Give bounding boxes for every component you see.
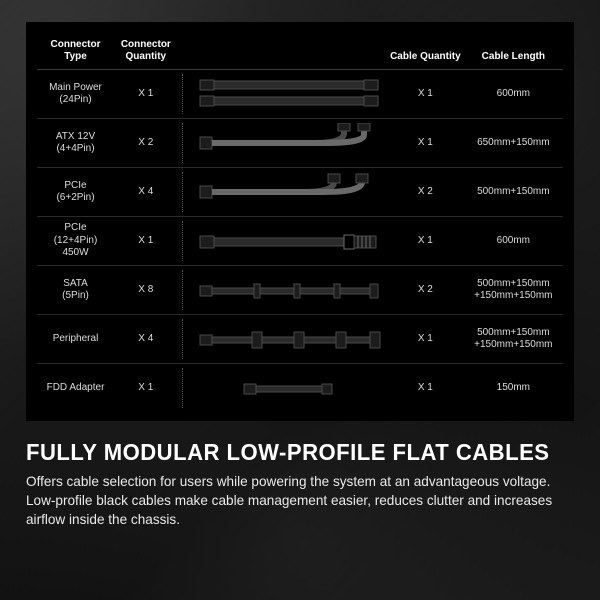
cell-connector-type: ATX 12V(4+4Pin): [37, 119, 114, 168]
cell-cable-length: 600mm: [464, 217, 563, 266]
cable-spec-table-panel: Connector Type ConnectorQuantity Cable Q…: [26, 22, 574, 421]
cell-connector-type: FDD Adapter: [37, 364, 114, 413]
cell-connector-type: Peripheral: [37, 315, 114, 364]
table-row: PCIe(6+2Pin) X 4 X 2 500mm+150mm: [37, 168, 563, 217]
cell-cable-graphic: [178, 266, 387, 315]
cell-cable-qty: X 1: [387, 315, 464, 364]
cell-connector-qty: X 1: [114, 70, 178, 119]
body-text: Offers cable selection for users while p…: [26, 472, 558, 529]
table-row: ATX 12V(4+4Pin) X 2 X 1 650mm+150mm: [37, 119, 563, 168]
cell-cable-length: 500mm+150mm+150mm+150mm: [464, 266, 563, 315]
cell-cable-qty: X 2: [387, 266, 464, 315]
cell-cable-length: 600mm: [464, 70, 563, 119]
header-connector-qty: ConnectorQuantity: [114, 35, 178, 70]
cable-spec-table: Connector Type ConnectorQuantity Cable Q…: [37, 35, 563, 412]
cell-cable-length: 500mm+150mm+150mm+150mm: [464, 315, 563, 364]
table-row: FDD Adapter X 1 X 1 150mm: [37, 364, 563, 413]
cell-cable-graphic: [178, 70, 387, 119]
cell-connector-qty: X 2: [114, 119, 178, 168]
cell-cable-length: 650mm+150mm: [464, 119, 563, 168]
cell-cable-qty: X 1: [387, 70, 464, 119]
header-image: [178, 35, 387, 70]
cell-connector-qty: X 4: [114, 168, 178, 217]
cell-cable-qty: X 1: [387, 364, 464, 413]
cell-connector-type: Main Power(24Pin): [37, 70, 114, 119]
cell-cable-graphic: [178, 315, 387, 364]
cell-cable-length: 500mm+150mm: [464, 168, 563, 217]
table-row: PCIe(12+4Pin)450W X 1 X 1 600mm: [37, 217, 563, 266]
header-cable-length: Cable Length: [464, 35, 563, 70]
table-header-row: Connector Type ConnectorQuantity Cable Q…: [37, 35, 563, 70]
cell-cable-qty: X 1: [387, 119, 464, 168]
cell-connector-type: PCIe(12+4Pin)450W: [37, 217, 114, 266]
cell-connector-qty: X 1: [114, 217, 178, 266]
cell-connector-type: SATA(5Pin): [37, 266, 114, 315]
header-cable-qty: Cable Quantity: [387, 35, 464, 70]
cell-cable-qty: X 2: [387, 168, 464, 217]
table-row: Main Power(24Pin) X 1 X 1 600mm: [37, 70, 563, 119]
cell-cable-graphic: [178, 119, 387, 168]
cell-connector-qty: X 1: [114, 364, 178, 413]
cell-connector-type: PCIe(6+2Pin): [37, 168, 114, 217]
cell-cable-graphic: [178, 364, 387, 413]
table-row: Peripheral X 4 X 1 500mm+150mm+150mm+150…: [37, 315, 563, 364]
cell-cable-graphic: [178, 217, 387, 266]
cell-cable-qty: X 1: [387, 217, 464, 266]
table-row: SATA(5Pin) X 8 X 2 500mm+150mm+150mm+150…: [37, 266, 563, 315]
cell-cable-graphic: [178, 168, 387, 217]
cell-connector-qty: X 4: [114, 315, 178, 364]
cell-cable-length: 150mm: [464, 364, 563, 413]
cell-connector-qty: X 8: [114, 266, 178, 315]
description-block: FULLY MODULAR LOW-PROFILE FLAT CABLES Of…: [20, 439, 580, 529]
headline: FULLY MODULAR LOW-PROFILE FLAT CABLES: [26, 439, 552, 466]
header-connector-type: Connector Type: [37, 35, 114, 70]
